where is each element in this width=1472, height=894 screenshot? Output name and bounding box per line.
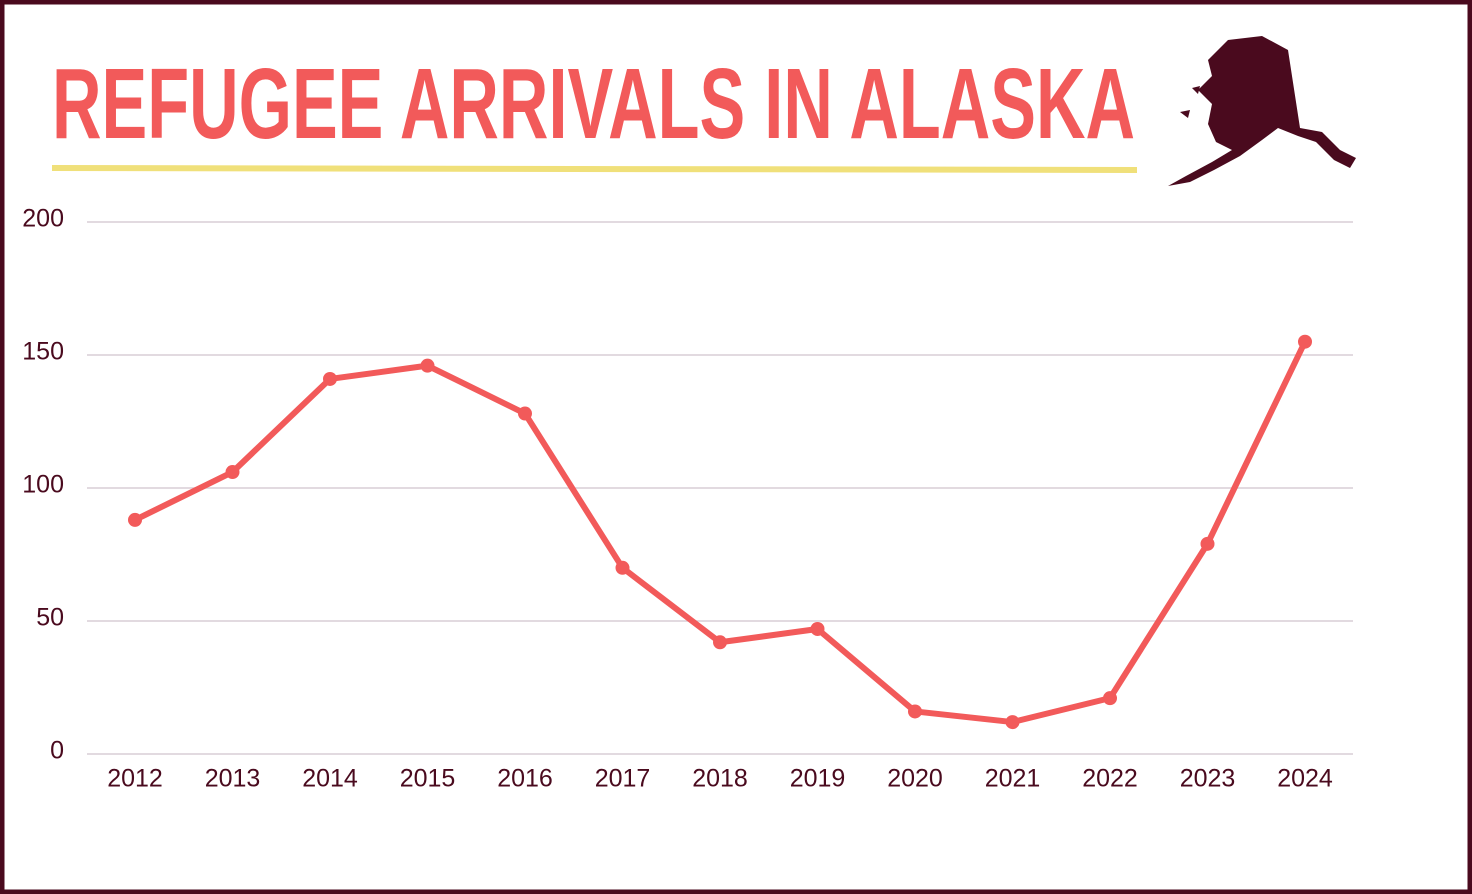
x-tick-label: 2020 bbox=[887, 765, 943, 793]
x-tick-label: 2018 bbox=[692, 765, 748, 793]
y-tick-label: 100 bbox=[22, 471, 64, 499]
x-tick-label: 2019 bbox=[790, 765, 846, 793]
data-point bbox=[1103, 691, 1117, 706]
data-point bbox=[128, 512, 142, 527]
x-tick-label: 2014 bbox=[302, 765, 358, 793]
data-point bbox=[1200, 536, 1215, 551]
data-point bbox=[810, 621, 825, 636]
alaska-icon bbox=[1168, 36, 1356, 186]
x-tick-label: 2013 bbox=[205, 765, 261, 793]
data-point bbox=[420, 358, 435, 373]
y-tick-label: 0 bbox=[50, 737, 64, 765]
data-point bbox=[615, 560, 630, 575]
x-tick-label: 2023 bbox=[1180, 765, 1236, 793]
data-point bbox=[518, 406, 532, 421]
chart-title: REFUGEE ARRIVALS IN ALASKA bbox=[52, 48, 1135, 160]
x-tick-label: 2021 bbox=[985, 765, 1041, 793]
y-tick-label: 150 bbox=[22, 338, 64, 366]
data-point bbox=[225, 465, 240, 480]
data-point bbox=[1298, 334, 1312, 349]
x-tick-label: 2012 bbox=[107, 765, 163, 793]
x-tick-label: 2015 bbox=[400, 765, 456, 793]
title-underline bbox=[51, 165, 1138, 173]
data-point bbox=[1005, 715, 1020, 730]
x-tick-label: 2017 bbox=[595, 765, 651, 793]
data-point bbox=[908, 704, 922, 719]
data-point bbox=[323, 371, 337, 386]
x-tick-label: 2022 bbox=[1082, 765, 1138, 793]
plot-area: 0 50 100 150 200 2012 2013 2014 2015 2016 2017 2018… bbox=[22, 205, 1353, 793]
y-tick-label: 50 bbox=[36, 604, 64, 632]
y-tick-label: 200 bbox=[22, 205, 64, 233]
data-point bbox=[713, 635, 727, 650]
x-tick-label: 2024 bbox=[1277, 765, 1333, 793]
x-tick-label: 2016 bbox=[497, 765, 553, 793]
